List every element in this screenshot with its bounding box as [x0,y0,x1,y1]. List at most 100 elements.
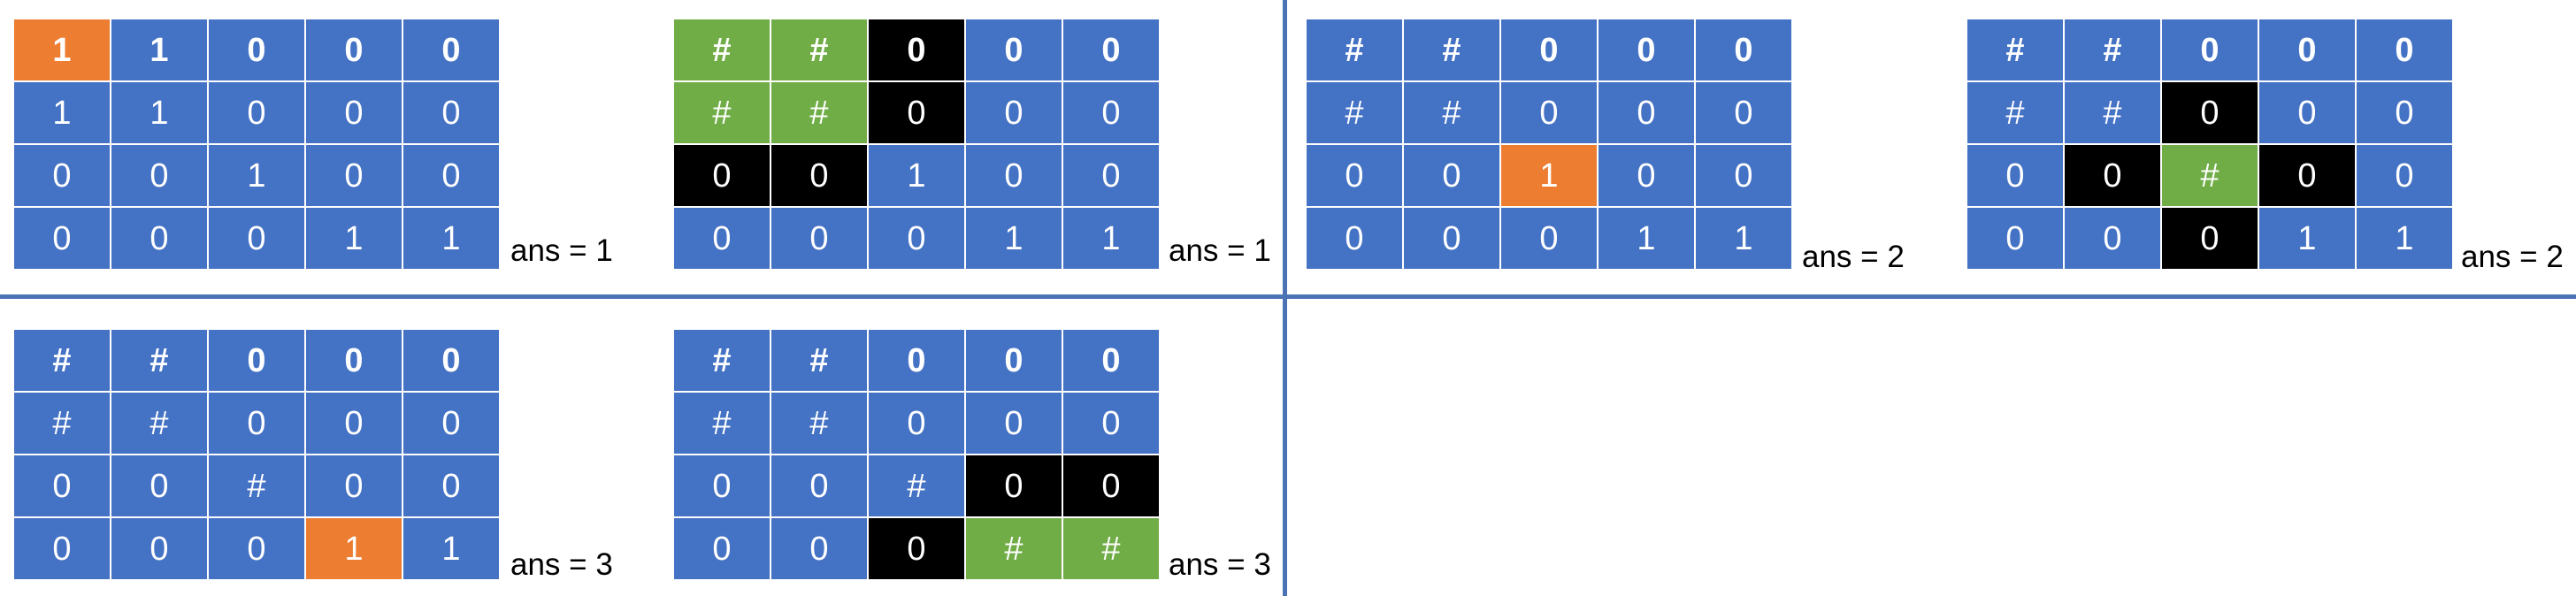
grid-cell-r0-c4: 0 [1063,330,1159,391]
grid-cell-r0-c3: 0 [966,19,1062,80]
grid-cell-r1-c3: 0 [2259,82,2355,143]
grid-cell-r3-c2: 0 [869,518,964,579]
grid-cell-r3-c2: 0 [1501,208,1597,269]
grid-cell-r0-c2: 0 [2162,19,2258,80]
matrix-grid: # #0 0 0 # #0 0 0 0 0 #0 0 0 0 0 1 1 [14,330,499,579]
grid-cell-r0-c0: # [1307,19,1402,80]
grid-cell-r1-c0: # [674,82,770,143]
answer-label: ans = 3 [1169,547,1271,582]
grid-cell-r0-c1: # [111,330,207,391]
grid-cell-r0-c0: # [674,330,770,391]
grid-cell-r1-c4: 0 [1063,393,1159,454]
grid-cell-r3-c3: # [966,518,1062,579]
grid-cell-r0-c2: 0 [209,19,304,80]
grid-cell-r1-c4: 0 [1063,82,1159,143]
matrix-grid: # #0 0 0 # #0 0 0 0 0 #0 0 0 0 0 # # [674,330,1159,579]
grid-cell-r3-c4: 1 [2357,208,2452,269]
grid-cell-r1-c1: 1 [111,82,207,143]
grid-cell-r0-c3: 0 [2259,19,2355,80]
grid-cell-r2-c2: # [2162,145,2258,206]
grid-cell-r1-c3: 0 [306,82,402,143]
grid-cell-r1-c3: 0 [306,393,402,454]
grid-cell-r3-c1: 0 [771,518,867,579]
grid-cell-r0-c1: # [771,19,867,80]
grid-cell-r2-c0: 0 [14,145,110,206]
grid-cell-r3-c2: 0 [2162,208,2258,269]
grid-cell-r2-c0: 0 [674,145,770,206]
grid-cell-r0-c3: 0 [966,330,1062,391]
grid-cell-r2-c2: 1 [869,145,964,206]
grid-cell-r3-c0: 0 [14,518,110,579]
grid-cell-r2-c4: 0 [1696,145,1791,206]
grid-cell-r3-c1: 0 [771,208,867,269]
grid-cell-r0-c1: # [1404,19,1499,80]
grid-cell-r2-c1: 0 [2065,145,2160,206]
grid-cell-r2-c4: 0 [2357,145,2452,206]
matrix-grid: # #0 0 0 # #0 0 0 0 0 1 0 0 0 0 0 1 1 [674,19,1159,269]
grid-cell-r2-c2: # [209,455,304,516]
grid-cell-r1-c2: 0 [1501,82,1597,143]
answer-label: ans = 1 [1169,233,1271,268]
answer-label: ans = 1 [510,233,613,268]
answer-label: ans = 3 [510,547,613,582]
grid-cell-r2-c4: 0 [403,455,499,516]
grid-cell-r2-c3: 0 [2259,145,2355,206]
grid-cell-r1-c2: 0 [2162,82,2258,143]
grid-cell-r1-c0: # [1307,82,1402,143]
grid-cell-r0-c4: 0 [403,19,499,80]
grid-cell-r1-c0: # [674,393,770,454]
grid-cell-r3-c3: 1 [306,518,402,579]
grid-cell-r0-c3: 0 [306,330,402,391]
grid-cell-r3-c0: 0 [1307,208,1402,269]
grid-cell-r1-c0: # [1967,82,2063,143]
grid-cell-r0-c3: 0 [306,19,402,80]
grid-cell-r2-c1: 0 [111,145,207,206]
grid-cell-r1-c1: # [2065,82,2160,143]
grid-cell-r2-c0: 0 [14,455,110,516]
grid-cell-r3-c2: 0 [869,208,964,269]
grid-cell-r3-c4: 1 [403,208,499,269]
grid-cell-r2-c0: 0 [1967,145,2063,206]
grid-cell-r2-c0: 0 [1307,145,1402,206]
grid-cell-r0-c3: 0 [1598,19,1694,80]
grid-cell-r3-c2: 0 [209,208,304,269]
grid-cell-r2-c2: # [869,455,964,516]
grid-cell-r3-c4: 1 [403,518,499,579]
grid-cell-r2-c4: 0 [1063,145,1159,206]
grid-cell-r0-c4: 0 [1696,19,1791,80]
grid-cell-r2-c2: 1 [209,145,304,206]
grid-cell-r2-c1: 0 [111,455,207,516]
grid-cell-r1-c4: 0 [403,82,499,143]
grid-cell-r0-c0: # [14,330,110,391]
grid-cell-r2-c1: 0 [1404,145,1499,206]
matrix-grid: # #0 0 0 # #0 0 0 0 0 1 0 0 0 0 0 1 1 [1307,19,1791,269]
grid-cell-r3-c1: 0 [111,208,207,269]
grid-cell-r2-c3: 0 [966,145,1062,206]
grid-cell-r3-c1: 0 [2065,208,2160,269]
grid-cell-r0-c0: # [674,19,770,80]
grid-cell-r3-c1: 0 [111,518,207,579]
grid-cell-r1-c4: 0 [2357,82,2452,143]
grid-cell-r3-c0: 0 [14,208,110,269]
grid-cell-r3-c0: 0 [674,208,770,269]
grid-cell-r3-c3: 1 [1598,208,1694,269]
grid-cell-r1-c1: # [771,393,867,454]
grid-cell-r0-c0: # [1967,19,2063,80]
matrix-grid: # #0 0 0 # #0 0 0 0 0 #0 0 0 0 0 1 1 [1967,19,2452,269]
grid-cell-r2-c1: 0 [771,455,867,516]
grid-cell-r0-c1: 1 [111,19,207,80]
grid-cell-r1-c4: 0 [403,393,499,454]
grid-cell-r0-c2: 0 [869,19,964,80]
grid-cell-r1-c1: # [771,82,867,143]
grid-cell-r3-c4: 1 [1696,208,1791,269]
grid-cell-r2-c3: 0 [306,145,402,206]
grid-cell-r1-c0: # [14,393,110,454]
grid-cell-r2-c3: 0 [306,455,402,516]
grid-cell-r0-c1: # [2065,19,2160,80]
grid-cell-r0-c1: # [771,330,867,391]
grid-cell-r1-c2: 0 [209,393,304,454]
grid-cell-r3-c3: 1 [306,208,402,269]
grid-cell-r3-c4: 1 [1063,208,1159,269]
grid-cell-r0-c4: 0 [2357,19,2452,80]
